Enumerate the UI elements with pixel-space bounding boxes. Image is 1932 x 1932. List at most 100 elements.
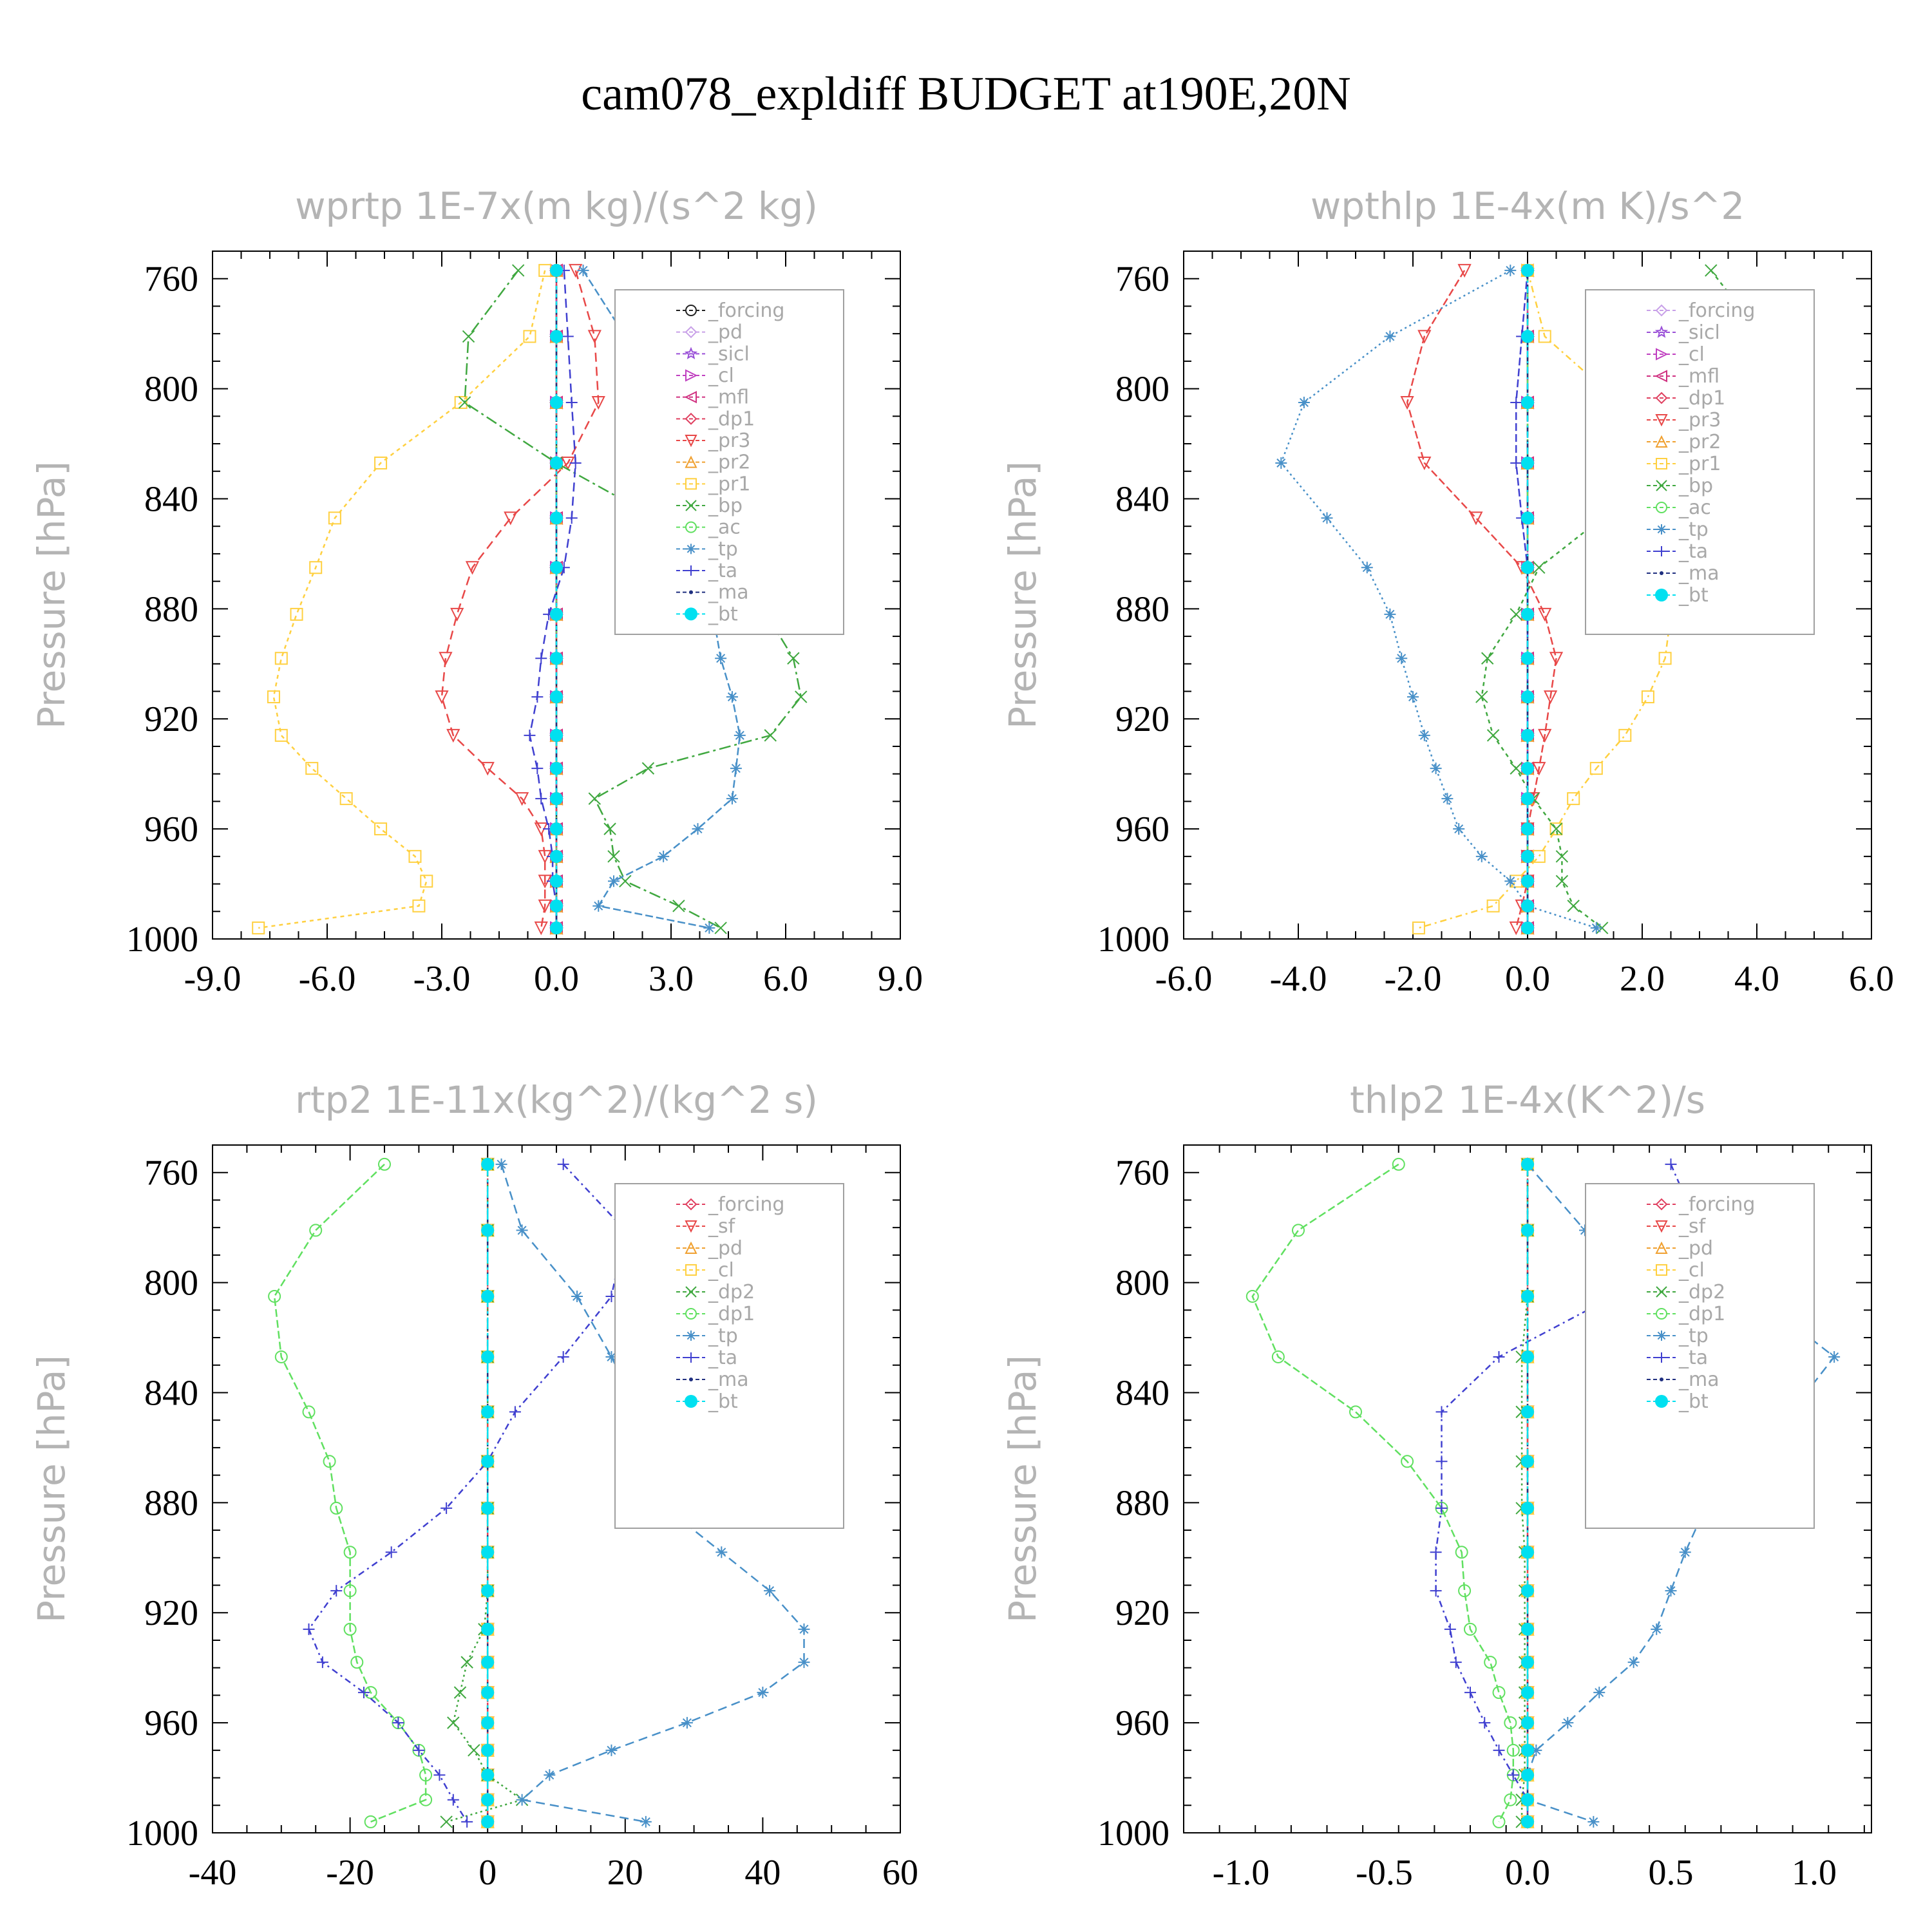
x-tick-label: -0.5 xyxy=(1356,1853,1413,1893)
y-tick-label: 920 xyxy=(1115,699,1170,739)
data-point xyxy=(481,1546,495,1559)
legend-label: _cl xyxy=(1678,1259,1705,1282)
data-point xyxy=(734,729,746,741)
data-point xyxy=(1555,850,1569,863)
legend-entry: _ma xyxy=(1647,1368,1719,1391)
legend-marker xyxy=(685,305,697,316)
data-point xyxy=(447,1716,460,1729)
data-point xyxy=(1641,690,1654,704)
data-point xyxy=(550,395,563,409)
legend-marker xyxy=(685,326,697,339)
legend-marker xyxy=(1656,348,1669,361)
legend-label: _mfl xyxy=(708,386,749,409)
data-point xyxy=(1493,1350,1505,1363)
data-point xyxy=(439,652,453,666)
legend-marker xyxy=(685,478,697,490)
legend-label: _forcing xyxy=(708,1193,784,1216)
x-tick-label: -3.0 xyxy=(413,959,471,999)
legend-entry: _sicl xyxy=(1647,321,1720,344)
series-bt xyxy=(550,263,563,934)
series-line xyxy=(446,1164,524,1823)
x-tick-label: 0.0 xyxy=(534,959,579,999)
data-point xyxy=(1828,1350,1841,1363)
data-point xyxy=(726,691,738,703)
data-point xyxy=(550,921,563,934)
legend: _forcing_sf_pd_cl_dp2_dp1_tp_ta_ma_bt xyxy=(614,1183,844,1529)
x-tick-label: 6.0 xyxy=(763,959,808,999)
series-line xyxy=(500,1164,805,1823)
data-point xyxy=(481,1289,495,1303)
panel-title: wprtp 1E-7x(m kg)/(s^2 kg) xyxy=(295,184,818,228)
data-point xyxy=(565,396,578,408)
data-point xyxy=(550,899,563,913)
series-bp xyxy=(1475,264,1804,934)
data-point xyxy=(364,1815,377,1828)
data-point xyxy=(408,849,422,863)
data-point xyxy=(453,1686,467,1699)
series-line xyxy=(1526,1164,1835,1823)
x-tick-label: -40 xyxy=(189,1853,237,1893)
legend-label: _bt xyxy=(708,603,738,625)
legend-label: _tp xyxy=(1678,518,1709,541)
data-point xyxy=(516,1224,528,1236)
legend-label: _ac xyxy=(708,516,741,539)
data-point xyxy=(550,849,563,863)
data-point xyxy=(1521,263,1534,277)
legend-marker xyxy=(685,500,697,511)
data-point xyxy=(462,330,475,343)
x-tick-label: -4.0 xyxy=(1270,959,1327,999)
data-point xyxy=(339,792,353,806)
legend-label: _dp2 xyxy=(708,1281,755,1303)
data-point xyxy=(446,728,460,743)
data-point xyxy=(343,1584,357,1598)
data-point xyxy=(1521,1815,1534,1828)
data-point xyxy=(1567,792,1580,806)
data-point xyxy=(1538,607,1552,622)
panel-title: wpthlp 1E-4x(m K)/s^2 xyxy=(1311,184,1745,228)
data-point xyxy=(535,652,547,665)
legend-label: _sicl xyxy=(1678,321,1720,344)
legend-label: _forcing xyxy=(1678,1193,1755,1216)
legend-label: _forcing xyxy=(1678,299,1755,322)
data-point xyxy=(1396,652,1408,665)
data-point xyxy=(454,395,468,409)
data-point xyxy=(603,822,616,835)
x-tick-label: 0.0 xyxy=(1505,959,1550,999)
data-point xyxy=(1510,396,1522,408)
legend-box xyxy=(614,289,844,635)
y-tick-label: 920 xyxy=(1115,1593,1170,1633)
legend-label: _bt xyxy=(708,1390,738,1413)
legend-entry: _forcing xyxy=(1647,1193,1755,1216)
data-point xyxy=(1521,1584,1534,1598)
legend-entry: _mfl xyxy=(1647,365,1719,388)
x-tick-label: 0 xyxy=(478,1853,497,1893)
x-tick-label: 0.5 xyxy=(1649,1853,1694,1893)
legend-marker xyxy=(684,391,697,404)
data-point xyxy=(1510,762,1522,775)
legend-entry: _pr2 xyxy=(676,451,750,474)
x-tick-label: 9.0 xyxy=(878,959,923,999)
data-point xyxy=(465,561,480,575)
legend-entry: _bp xyxy=(676,495,743,517)
legend-label: _sf xyxy=(1678,1215,1707,1238)
legend-entry: _tp xyxy=(676,538,738,560)
data-point xyxy=(1521,762,1534,775)
data-point xyxy=(1510,608,1522,621)
data-point xyxy=(481,1768,495,1782)
data-point xyxy=(305,762,319,775)
data-point xyxy=(1618,728,1632,742)
data-point xyxy=(550,607,563,621)
data-point xyxy=(1521,822,1534,836)
legend-label: _tp xyxy=(708,1325,738,1347)
data-point xyxy=(1401,1455,1414,1468)
series-line xyxy=(1481,270,1799,929)
legend-entry: _forcing xyxy=(1647,299,1755,322)
legend-entry: _sicl xyxy=(676,343,750,365)
legend-label: _bp xyxy=(708,495,743,517)
data-point xyxy=(1521,792,1534,806)
y-tick-label: 800 xyxy=(1115,370,1170,410)
x-tick-label: 20 xyxy=(607,1853,643,1893)
data-point xyxy=(1321,512,1333,524)
legend-label: _cl xyxy=(708,1259,734,1282)
data-point xyxy=(1509,921,1523,936)
